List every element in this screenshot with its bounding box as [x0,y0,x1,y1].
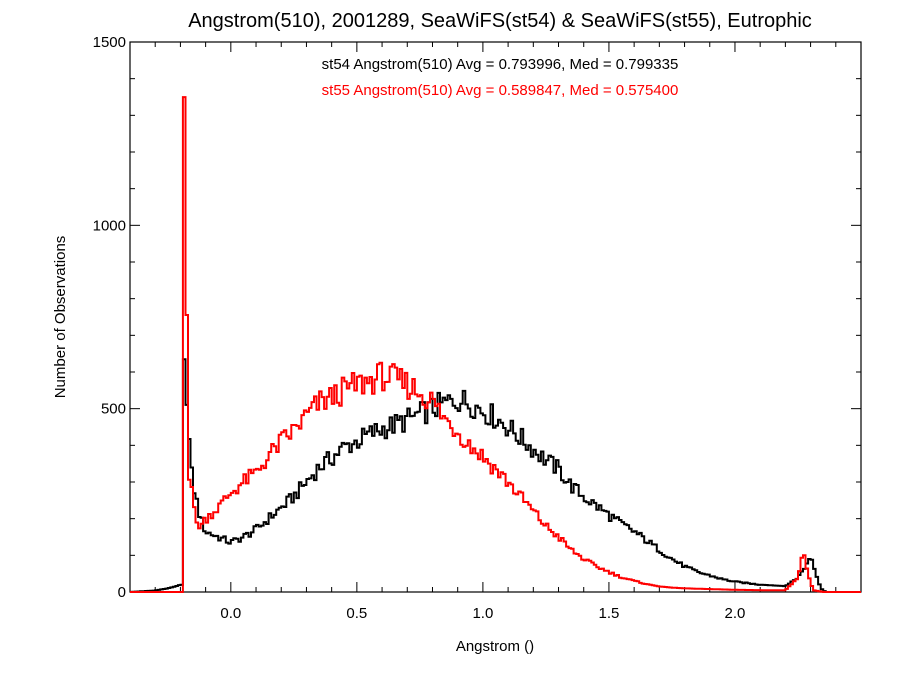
st55-stats-label: st55 Angstrom(510) Avg = 0.589847, Med =… [322,82,679,99]
chart-title: Angstrom(510), 2001289, SeaWiFS(st54) & … [188,10,812,32]
series-layer [130,96,861,593]
st54-stats-label: st54 Angstrom(510) Avg = 0.793996, Med =… [322,56,679,73]
y-axis-label: Number of Observations [52,236,69,399]
x-tick-label: 1.0 [472,605,493,622]
plot-frame [129,41,862,593]
st55-histogram-line [130,96,861,593]
x-tick-label: 0.0 [220,605,241,622]
x-tick-label: 0.5 [346,605,367,622]
y-tick-label: 0 [118,584,126,601]
x-axis-label: Angstrom () [456,638,534,655]
x-tick-label: 2.0 [725,605,746,622]
y-tick-label: 1500 [93,34,126,51]
st54-histogram-line [130,358,861,593]
x-tick-label: 1.5 [599,605,620,622]
axis-ticks: 0.0 0.5 1.0 1.5 2.0 0 500 1000 1500 [93,34,861,622]
y-tick-label: 500 [101,401,126,418]
y-tick-label: 1000 [93,217,126,234]
